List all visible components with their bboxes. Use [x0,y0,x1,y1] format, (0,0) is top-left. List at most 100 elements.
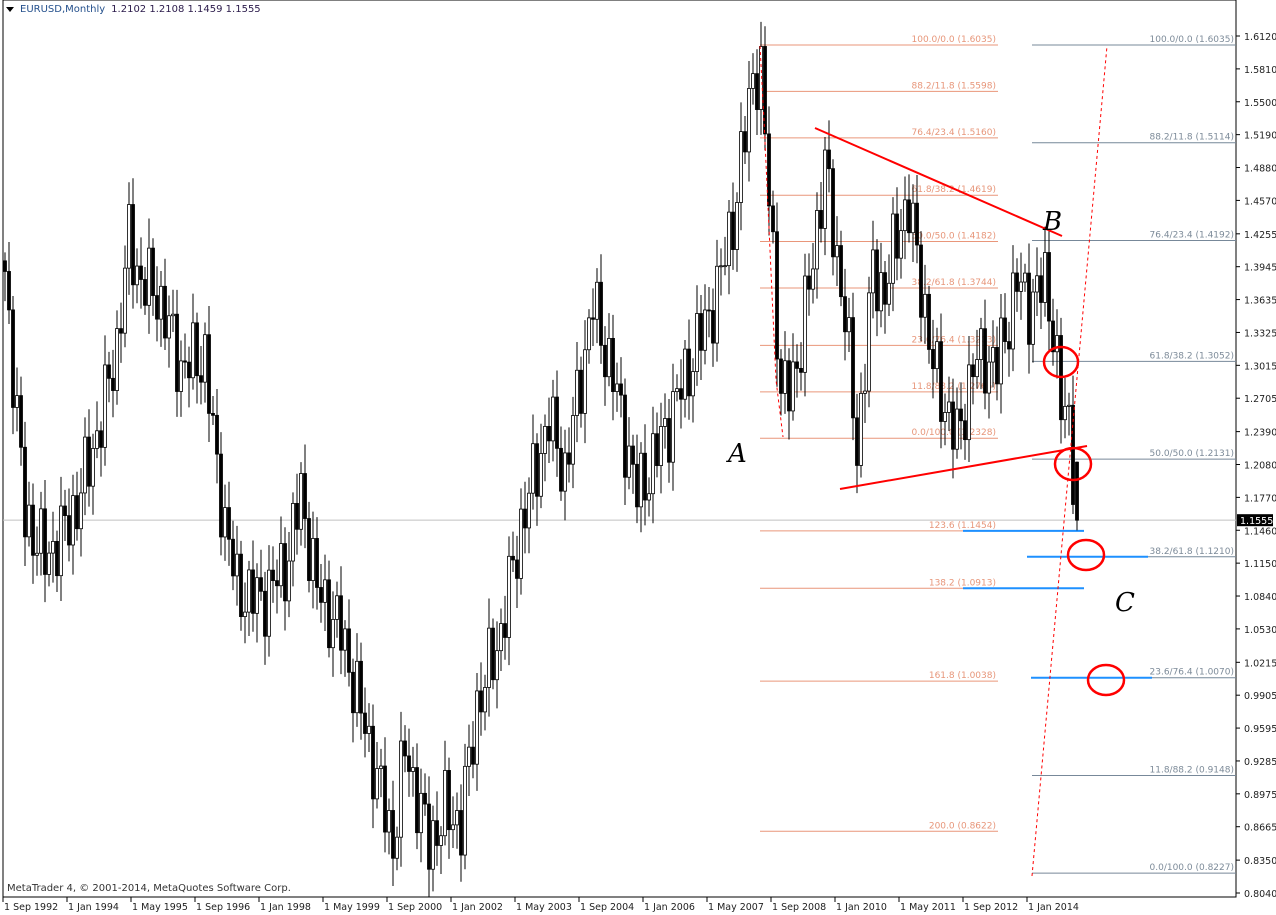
fib-primary-level-label: 123.6 (1.1454) [929,521,996,531]
bear-candle [215,414,219,455]
bear-candle [111,377,115,391]
bear-candle [75,495,79,530]
bear-candle [271,569,275,582]
bull-candle [451,824,455,831]
fib-primary-level-label: 61.8/38.2 (1.4619) [912,185,997,195]
bear-candle [767,133,771,207]
bull-candle [1011,272,1015,350]
bear-candle [915,202,919,246]
bear-candle [19,395,23,448]
ohlc-values: 1.2102 1.2108 1.1459 1.1555 [111,4,261,15]
bear-candle [471,746,475,765]
bear-candle [839,245,843,298]
bear-candle [827,149,831,170]
fib-secondary-level-label: 38.2/61.8 (1.1210) [1150,547,1235,557]
bear-candle [259,577,263,592]
bear-candle [435,820,439,846]
bear-candle [771,205,775,233]
bear-candle [1007,341,1011,350]
bull-candle [483,687,487,713]
x-tick-label: 1 Sep 1996 [196,902,250,913]
bear-candle [63,505,67,517]
bear-candle [207,334,211,414]
bull-candle [1063,405,1067,421]
bull-candle [103,364,107,448]
bull-candle [887,282,891,305]
bull-candle [71,495,75,546]
bull-candle [947,401,951,413]
fib-secondary-level-label: 50.0/50.0 (1.2131) [1150,449,1235,459]
bull-candle [115,328,119,391]
bear-candle [579,369,583,414]
bull-candle [627,445,631,478]
bull-candle [867,292,871,392]
bull-candle [607,338,611,378]
bull-candle [531,443,535,494]
y-tick-label: 0.8975 [1244,790,1276,801]
bull-candle [279,543,283,587]
bull-candle [487,627,491,688]
y-tick-label: 0.9595 [1244,724,1276,735]
bull-candle [267,569,271,637]
x-tick-label: 1 Jan 2014 [1028,902,1079,913]
bull-candle [291,503,295,562]
bear-candle [391,810,395,859]
bull-candle [583,349,587,414]
bull-candle [411,767,415,772]
bear-candle [547,426,551,442]
x-tick-label: 1 May 1999 [324,902,380,913]
bear-candle [99,430,103,448]
bull-candle [815,210,819,270]
y-tick-label: 1.5810 [1244,65,1276,76]
bull-candle [287,560,291,602]
bull-candle [835,245,839,258]
bull-candle [587,317,591,351]
bear-candle [163,285,167,339]
bear-candle [263,590,267,637]
fib-primary-dotted-trendline [759,45,784,438]
bear-candle [939,341,943,422]
bull-candle [935,341,939,370]
y-tick-label: 1.0840 [1244,592,1276,603]
bear-candle [1015,272,1019,292]
bear-candle [603,344,607,378]
bear-candle [883,272,887,305]
bear-candle [743,131,747,153]
fib-primary-level-label: 88.2/11.8 (1.5598) [912,81,997,91]
bear-candle [143,279,147,306]
bull-candle [575,369,579,416]
y-tick-label: 1.2705 [1244,394,1276,405]
bear-candle [251,569,255,614]
bull-candle [1055,335,1059,353]
y-tick-label: 1.0530 [1244,625,1276,636]
fib-primary-level-label: 38.2/61.8 (1.3744) [912,278,997,288]
bull-candle [1067,404,1071,407]
bull-candle [507,555,511,638]
dropdown-triangle-icon[interactable] [6,6,14,12]
bull-candle [719,265,723,268]
bear-candle [363,712,367,734]
bull-candle [791,361,795,412]
fib-secondary-level-label: 76.4/23.4 (1.4192) [1150,230,1235,240]
bull-candle [863,390,867,394]
bull-candle [343,628,347,651]
bull-candle [243,611,247,618]
bear-candle [275,580,279,587]
bear-candle [295,503,299,530]
bear-candle [707,309,711,312]
bear-candle [807,275,811,290]
bull-candle [335,595,339,620]
fib-secondary-level-label: 11.8/88.2 (0.9148) [1150,765,1235,775]
bull-candle [355,660,359,714]
fib-secondary-level-label: 88.2/11.8 (1.5114) [1150,133,1235,143]
bull-candle [955,408,959,450]
bear-candle [351,671,355,714]
y-tick-label: 1.1150 [1244,559,1276,570]
y-tick-label: 0.8350 [1244,856,1276,867]
y-tick-label: 1.5500 [1244,98,1276,109]
y-tick-label: 1.4255 [1244,230,1276,241]
bear-candle [67,515,71,546]
bull-candle [563,452,567,492]
bear-candle [851,317,855,419]
